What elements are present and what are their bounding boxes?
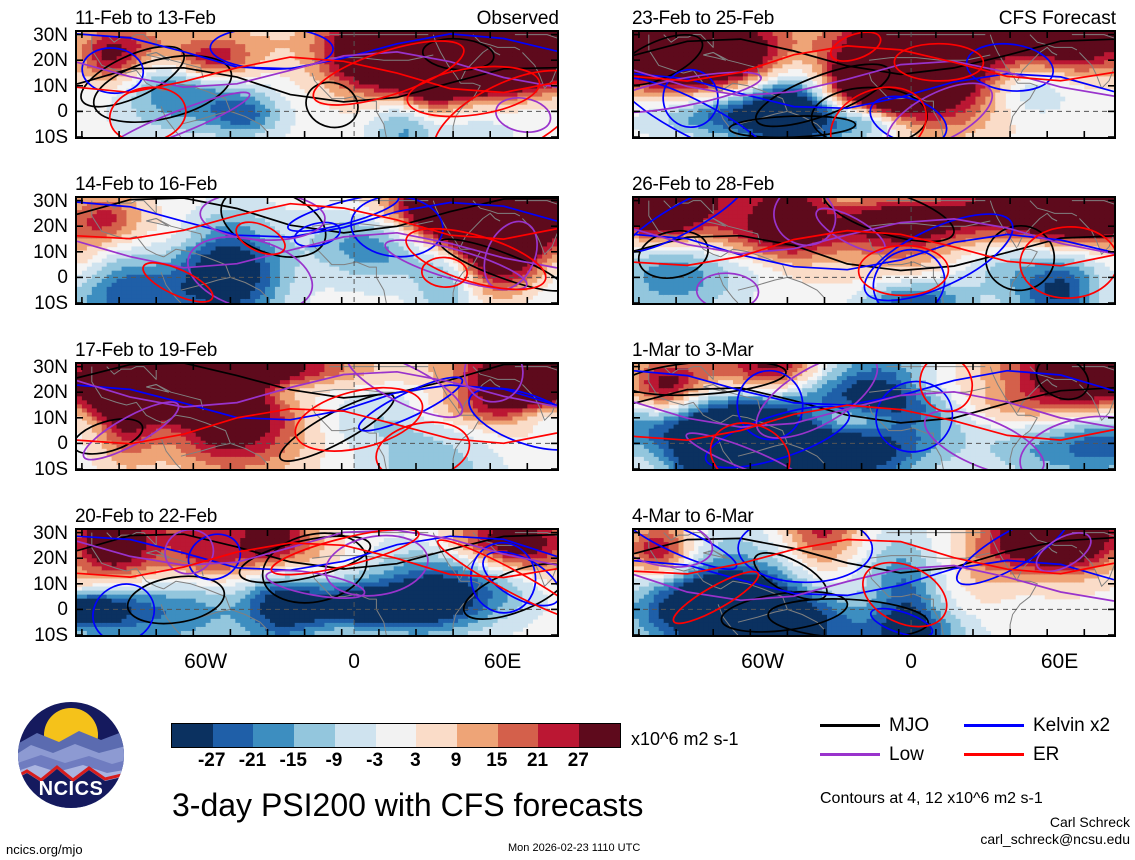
site-url-label: ncics.org/mjo: [6, 842, 83, 857]
y-tick-label: 10S: [34, 293, 68, 314]
ncics-logo: NCICS: [17, 701, 125, 814]
contours-note: Contours at 4, 12 x10^6 m2 s-1: [820, 790, 1043, 807]
x-tick-label: 60W: [184, 650, 228, 673]
colorbar-units-label: x10^6 m2 s-1: [631, 729, 739, 749]
colorbar-tick-label: -21: [238, 750, 267, 771]
panel-title: 14-Feb to 16-Feb: [75, 174, 218, 195]
colorbar-tick-label: -9: [325, 750, 343, 771]
legend-label: ER: [1033, 744, 1060, 765]
panel-2: 14-Feb to 16-Feb: [75, 175, 559, 305]
panel-1: 11-Feb to 13-Feb Observed: [75, 9, 559, 139]
colorbar-tick-label: -15: [279, 750, 307, 771]
colorbar-segment: [334, 724, 376, 747]
colorbar-segment: [579, 724, 620, 747]
logo-text: NCICS: [39, 778, 104, 800]
y-tick-label: 30N: [33, 190, 68, 212]
y-tick-label: 30N: [33, 356, 68, 378]
colorbar-tick-label: 3: [410, 750, 421, 771]
y-tick-label: 0: [57, 433, 68, 455]
legend-label: Low: [889, 744, 924, 765]
panel-title: 11-Feb to 13-Feb: [75, 8, 216, 29]
colorbar: [171, 723, 621, 748]
map-plot-area: [632, 362, 1116, 471]
x-tick-label: 0: [905, 650, 917, 673]
colorbar-tick-label: -3: [366, 750, 384, 771]
legend-line-swatch: [820, 753, 880, 756]
column-header-cfs-forecast: CFS Forecast: [998, 8, 1116, 29]
y-tick-label: 10S: [34, 459, 68, 480]
colorbar-tick-label: 9: [450, 750, 462, 771]
y-tick-label: 20N: [33, 382, 68, 404]
legend-item-low: Low: [820, 745, 924, 764]
colorbar-tick-label: 15: [486, 750, 508, 771]
y-tick-label: 0: [57, 599, 68, 621]
x-tick-label: 0: [348, 650, 360, 673]
y-tick-label: 0: [57, 267, 68, 289]
y-tick-label: 10S: [34, 127, 68, 148]
author-email: carl_schreck@ncsu.edu: [980, 831, 1130, 847]
y-tick-label: 30N: [33, 24, 68, 46]
panel-title: 26-Feb to 28-Feb: [632, 174, 775, 195]
colorbar-segment: [538, 724, 580, 747]
colorbar-segment: [497, 724, 539, 747]
colorbar-segment: [212, 724, 254, 747]
y-tick-label: 0: [57, 101, 68, 123]
colorbar-segment: [375, 724, 417, 747]
panel-3: 17-Feb to 19-Feb: [75, 341, 559, 471]
panel-4: 20-Feb to 22-Feb: [75, 507, 559, 637]
author-name: Carl Schreck: [1049, 814, 1130, 830]
colorbar-tick-label: -27: [197, 750, 226, 771]
panel-title: 4-Mar to 6-Mar: [632, 506, 754, 527]
map-plot-area: [75, 196, 559, 305]
x-tick-label: 60W: [741, 650, 785, 673]
legend-item-er: ER: [964, 745, 1059, 764]
timestamp-label: Mon 2026-02-23 1110 UTC: [508, 842, 641, 854]
panel-7: 1-Mar to 3-Mar: [632, 341, 1116, 471]
panel-5: 23-Feb to 25-Feb CFS Forecast: [632, 9, 1116, 139]
panel-6: 26-Feb to 28-Feb: [632, 175, 1116, 305]
legend-line-swatch: [964, 753, 1024, 756]
colorbar-segment: [457, 724, 498, 747]
y-tick-label: 30N: [33, 522, 68, 544]
panel-8: 4-Mar to 6-Mar: [632, 507, 1116, 637]
y-tick-label: 20N: [33, 50, 68, 72]
legend-item-kelvin-x2: Kelvin x2: [964, 716, 1110, 735]
legend-label: Kelvin x2: [1033, 715, 1111, 736]
y-tick-label: 20N: [33, 216, 68, 238]
map-plot-area: [75, 528, 559, 637]
colorbar-segment: [253, 724, 295, 747]
legend-line-swatch: [964, 724, 1024, 727]
x-tick-label: 60E: [483, 650, 522, 673]
column-header-observed: Observed: [476, 8, 559, 29]
map-plot-area: [632, 30, 1116, 139]
map-plot-area: [632, 528, 1116, 637]
map-plot-area: [75, 30, 559, 139]
colorbar-tick-label: 27: [567, 750, 589, 771]
colorbar-segment: [172, 724, 213, 747]
colorbar-segment: [294, 724, 335, 747]
legend-label: MJO: [889, 715, 930, 736]
y-tick-label: 20N: [33, 548, 68, 570]
map-plot-area: [75, 362, 559, 471]
panel-title: 20-Feb to 22-Feb: [75, 506, 218, 527]
y-tick-label: 10N: [33, 241, 68, 263]
legend-item-mjo: MJO: [820, 716, 929, 735]
colorbar-segment: [416, 724, 458, 747]
panel-title: 23-Feb to 25-Feb: [632, 8, 775, 29]
y-tick-label: 10N: [33, 407, 68, 429]
map-plot-area: [632, 196, 1116, 305]
panel-title: 1-Mar to 3-Mar: [632, 340, 754, 361]
panel-title: 17-Feb to 19-Feb: [75, 340, 218, 361]
y-tick-label: 10N: [33, 75, 68, 97]
page-title: 3-day PSI200 with CFS forecasts: [172, 787, 644, 823]
colorbar-tick-label: 21: [526, 750, 549, 771]
x-tick-label: 60E: [1040, 650, 1079, 673]
legend-line-swatch: [820, 724, 880, 727]
y-tick-label: 10S: [34, 625, 68, 646]
author-block: Carl Schreck carl_schreck@ncsu.edu: [880, 814, 1130, 848]
y-tick-label: 10N: [33, 573, 68, 595]
